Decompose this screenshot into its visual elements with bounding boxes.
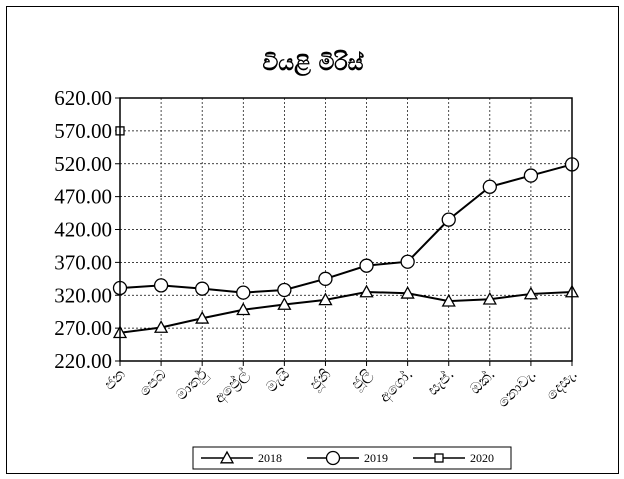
- data-point-circle: [195, 281, 210, 296]
- x-tick-label: අගෝ.: [376, 365, 418, 407]
- data-point-circle: [482, 179, 497, 194]
- series-line-2019: [119, 163, 573, 294]
- legend-label: 2018: [258, 451, 282, 465]
- y-tick-label: 370.00: [54, 250, 112, 274]
- x-tick-label: මැයි: [262, 365, 293, 396]
- legend: 2018 2019 2020: [192, 446, 512, 470]
- data-point-circle: [277, 282, 292, 298]
- y-tick-label: 620.00: [54, 86, 112, 110]
- data-point-circle: [400, 254, 415, 269]
- chart-frame: වියළි මිරිස් 220.00 270.00 320.00 370.00 420…: [6, 6, 619, 474]
- legend-label: 2020: [470, 451, 494, 465]
- series-line-2018: [119, 290, 573, 334]
- line-chart: වියළි මිරිස් 220.00 270.00 320.00 370.00 420…: [54, 49, 581, 470]
- y-axis-ticks: 220.00 270.00 320.00 370.00 420.00 470.00 520.…: [54, 86, 120, 373]
- data-point-triangle: [219, 450, 235, 464]
- y-tick-label: 320.00: [54, 283, 112, 307]
- x-tick-label: ඔක්.: [466, 365, 499, 398]
- x-axis-ticks: ජන පෙබ මාර්තු අප්‍රේල් මැයි ජූනි ජූලි අගෝ. සැප්.…: [100, 361, 581, 411]
- data-point-circle: [236, 285, 251, 300]
- data-point-triangle: [441, 293, 456, 307]
- chart-title: වියළි මිරිස්: [262, 49, 364, 77]
- x-tick-label: ජූනි: [306, 365, 335, 394]
- x-tick-label: දෙසැ.: [542, 365, 581, 404]
- x-tick-label: අප්‍රේල්: [210, 365, 253, 408]
- data-point-triangle: [195, 310, 210, 324]
- series-2019: [112, 157, 580, 300]
- data-point-triangle: [523, 286, 539, 300]
- data-point-triangle: [318, 292, 333, 306]
- y-tick-label: 470.00: [54, 185, 112, 209]
- data-point-triangle: [236, 302, 251, 316]
- series-group: [112, 126, 580, 339]
- legend-label: 2019: [364, 451, 388, 465]
- data-point-triangle: [482, 291, 497, 305]
- data-point-circle: [523, 168, 539, 183]
- data-point-triangle: [359, 284, 374, 298]
- x-tick-label: නොවැ.: [494, 365, 540, 411]
- y-tick-label: 270.00: [54, 316, 112, 340]
- x-tick-label: ජූලි: [347, 365, 376, 394]
- data-point-circle: [325, 450, 341, 466]
- x-tick-label: මාර්තු: [172, 365, 211, 404]
- plot-area-border: [119, 97, 573, 362]
- data-point-triangle: [153, 320, 169, 333]
- y-tick-label: 520.00: [54, 152, 112, 176]
- x-tick-label: පෙබ: [135, 365, 170, 400]
- y-tick-label: 420.00: [54, 218, 112, 242]
- data-point-circle: [359, 258, 374, 273]
- data-point-square: [434, 453, 444, 463]
- data-point-circle: [441, 212, 456, 227]
- data-point-triangle: [400, 285, 415, 299]
- series-2018: [112, 284, 580, 339]
- data-point-circle: [318, 271, 333, 286]
- y-tick-label: 220.00: [54, 349, 112, 373]
- y-tick-label: 570.00: [54, 119, 112, 143]
- data-point-circle: [153, 278, 169, 293]
- data-point-triangle: [277, 297, 292, 310]
- x-tick-label: සැප්.: [424, 365, 458, 399]
